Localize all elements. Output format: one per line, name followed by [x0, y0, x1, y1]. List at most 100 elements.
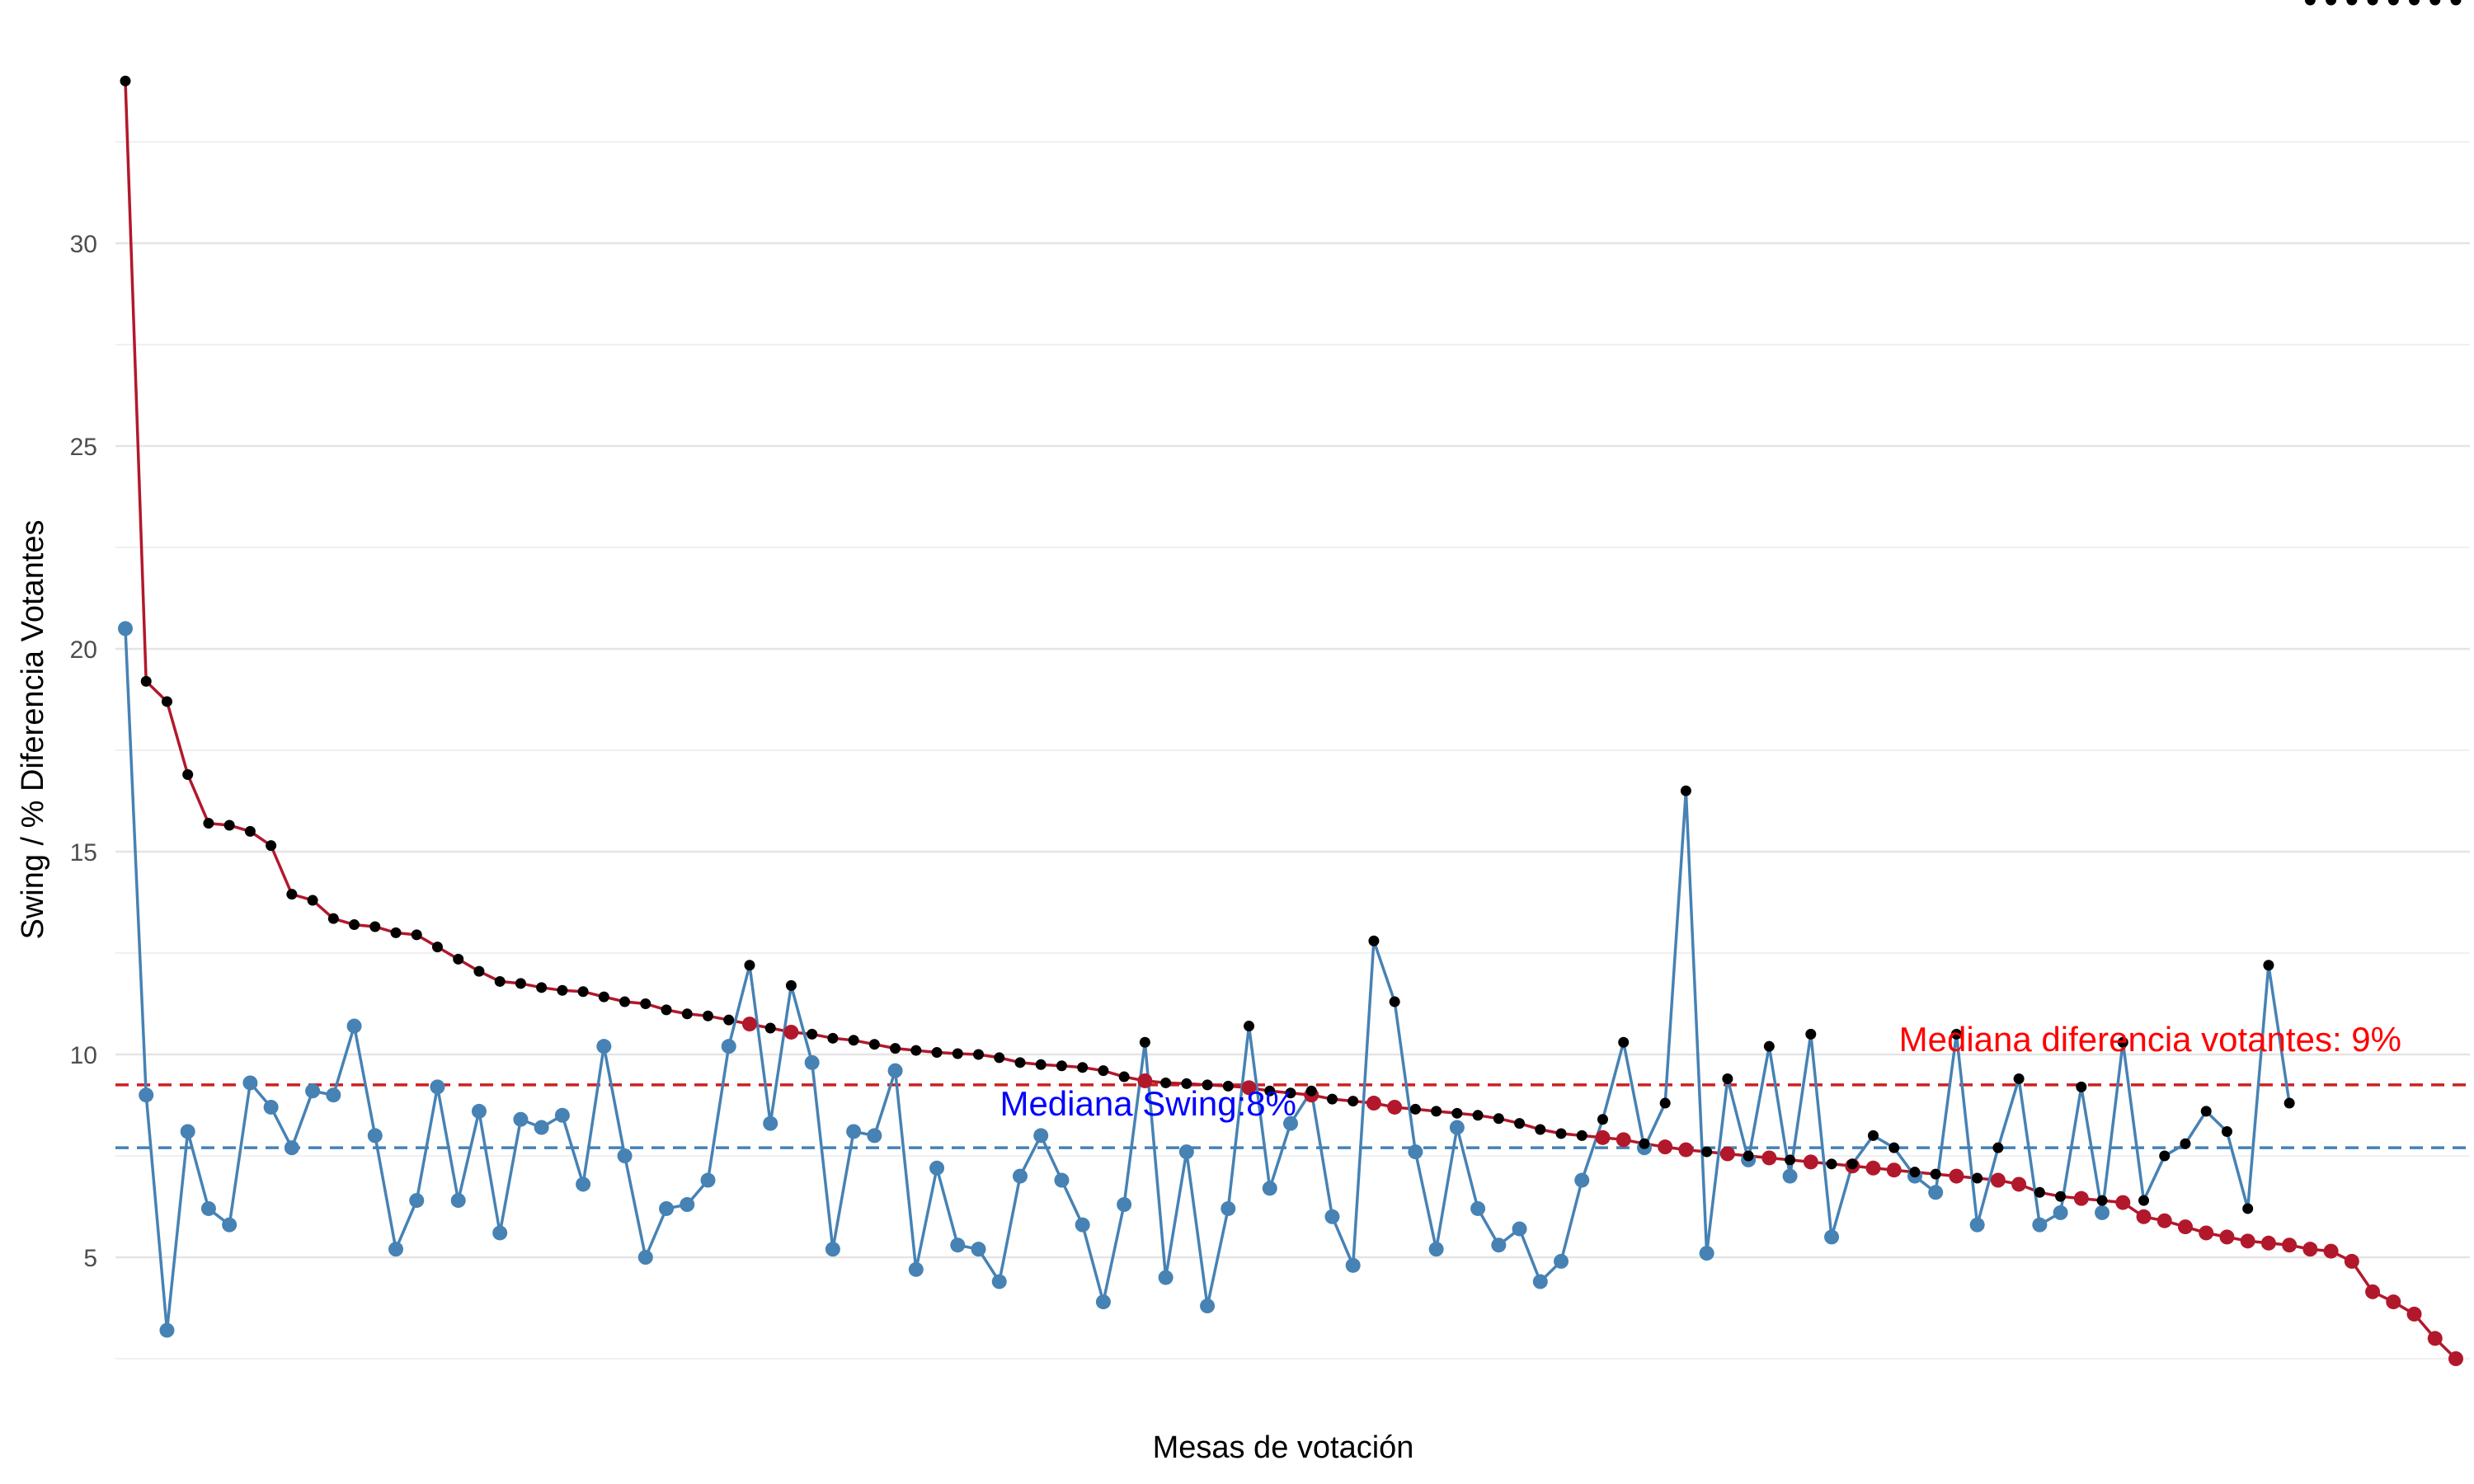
swing-point — [2387, 0, 2399, 6]
swing-point — [1992, 1142, 2004, 1153]
vote-difference-point — [1348, 1096, 1359, 1107]
swing-point — [180, 1124, 195, 1139]
swing-point — [1680, 785, 1691, 796]
vote-difference-point — [203, 818, 214, 829]
swing-point — [763, 1115, 778, 1131]
vote-difference-point — [1616, 1132, 1631, 1148]
swing-point — [2032, 1217, 2048, 1233]
vote-difference-point — [973, 1049, 985, 1060]
swing-line — [124, 628, 2291, 1331]
swing-point — [929, 1160, 945, 1176]
vote-difference-point — [1056, 1060, 1067, 1072]
y-tick-label: 5 — [83, 1245, 97, 1272]
vote-difference-point — [1990, 1172, 2006, 1188]
swing-point — [1618, 1036, 1630, 1048]
vote-difference-point — [286, 889, 298, 900]
vote-difference-point — [1930, 1168, 1941, 1180]
swing-point — [2429, 0, 2441, 6]
swing-point — [887, 1063, 903, 1078]
vote-difference-point — [577, 986, 589, 998]
vote-difference-point — [1181, 1078, 1192, 1089]
x-axis-title: Mesas de votación — [1153, 1430, 1414, 1465]
swing-point — [1054, 1172, 1070, 1188]
swing-point — [659, 1200, 675, 1216]
swing-point — [576, 1176, 591, 1192]
swing-point — [2284, 1097, 2295, 1109]
swing-point — [222, 1217, 238, 1233]
swing-point — [450, 1193, 466, 1209]
vote-difference-point — [120, 75, 131, 87]
vote-difference-point — [827, 1032, 839, 1044]
vote-difference-point — [2344, 1253, 2359, 1269]
swing-point — [908, 1261, 924, 1277]
swing-point — [1345, 1257, 1361, 1273]
swing-point — [637, 1250, 653, 1265]
swing-point — [139, 1087, 154, 1103]
vote-difference-point — [2240, 1233, 2255, 1249]
vote-difference-point — [1264, 1085, 1276, 1097]
swing-point — [284, 1140, 299, 1156]
swing-point — [2221, 1125, 2232, 1137]
y-tick-label: 15 — [70, 839, 97, 866]
vote-difference-point — [1035, 1059, 1047, 1070]
vote-difference-point — [411, 929, 422, 941]
vote-difference-point — [2055, 1190, 2067, 1202]
swing-point — [2242, 1203, 2254, 1214]
swing-point — [680, 1197, 695, 1213]
swing-point — [388, 1242, 404, 1257]
vote-difference-point — [2302, 1242, 2318, 1257]
swing-point — [617, 1148, 633, 1163]
swing-point — [263, 1099, 279, 1115]
point-markers — [118, 0, 2463, 1366]
vote-difference-point — [140, 675, 152, 687]
vote-difference-point — [1909, 1167, 1921, 1178]
swing-point — [1699, 1246, 1714, 1261]
y-tick-label: 30 — [70, 231, 97, 258]
vote-difference-point — [2136, 1209, 2152, 1224]
vote-difference-point — [266, 840, 277, 852]
vote-difference-point — [244, 825, 256, 837]
vote-difference-point — [741, 1017, 757, 1032]
swing-point — [1868, 1129, 1879, 1141]
vote-difference-point — [1886, 1162, 1902, 1178]
swing-point — [2053, 1205, 2068, 1220]
vote-difference-point — [931, 1047, 943, 1059]
swing-point — [1221, 1200, 1236, 1216]
swing-point — [1324, 1209, 1340, 1224]
vote-difference-point — [703, 1010, 713, 1021]
swing-point — [1262, 1181, 1277, 1196]
swing-point — [2138, 1195, 2150, 1206]
y-tick-labels: 5 10 15 20 25 30 — [70, 231, 97, 1272]
vote-difference-point — [349, 919, 360, 931]
swing-point — [471, 1103, 487, 1119]
swing-point — [430, 1079, 445, 1095]
swing-point — [1805, 1028, 1817, 1040]
swing-point — [700, 1172, 716, 1188]
vote-difference-point — [1387, 1099, 1403, 1115]
vote-difference-point — [764, 1022, 776, 1034]
swing-point — [721, 1039, 736, 1054]
vote-difference-point — [2406, 1306, 2422, 1322]
vote-difference-point — [2323, 1243, 2339, 1259]
vote-difference-point — [681, 1008, 693, 1020]
vote-difference-point — [2096, 1195, 2108, 1206]
vote-difference-point — [1409, 1103, 1421, 1115]
vote-difference-point — [223, 819, 235, 831]
major-gridlines — [115, 242, 2470, 1259]
swing-point — [200, 1200, 216, 1216]
swing-point — [554, 1107, 570, 1123]
swing-point — [1178, 1144, 1194, 1160]
swing-point — [1012, 1168, 1028, 1184]
vote-difference-point — [890, 1043, 901, 1054]
vote-difference-point — [515, 978, 526, 989]
vote-difference-point — [390, 927, 402, 938]
swing-point — [1075, 1217, 1090, 1233]
vote-difference-point — [1761, 1150, 1777, 1166]
swing-point — [2263, 960, 2274, 971]
vote-difference-point — [453, 953, 464, 965]
swing-point — [1659, 1097, 1671, 1109]
swing-point — [118, 621, 133, 636]
vote-difference-point — [1077, 1062, 1089, 1073]
vote-difference-point — [1719, 1146, 1735, 1162]
swing-point — [1722, 1073, 1733, 1085]
